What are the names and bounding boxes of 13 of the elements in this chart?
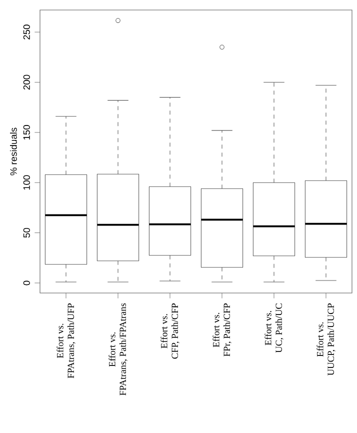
y-tick-label: 50 [23, 228, 30, 238]
x-tick-label: Effort vs. UUCP, Path/UUCP [316, 303, 336, 376]
x-tick-label: Effort vs. FPr, Path/CFP [212, 303, 232, 356]
x-tick-label: Effort vs. CFP, Path/CFP [160, 303, 180, 359]
y-tick-label: 250 [23, 24, 30, 40]
y-tick-label: 150 [23, 125, 30, 140]
x-tick-label: Effort vs. FPAtrans, Path/FPAtrans [108, 303, 128, 396]
x-tick-label: Effort vs. UC, Path/UC [264, 304, 284, 353]
y-tick-label: 100 [23, 175, 30, 190]
y-tick-label: 200 [23, 74, 30, 90]
y-axis-title: % residuals [10, 128, 17, 176]
y-tick-label: 0 [23, 280, 30, 286]
x-tick-label: Effort vs. FPAtrans, Path/UFP [56, 303, 76, 378]
